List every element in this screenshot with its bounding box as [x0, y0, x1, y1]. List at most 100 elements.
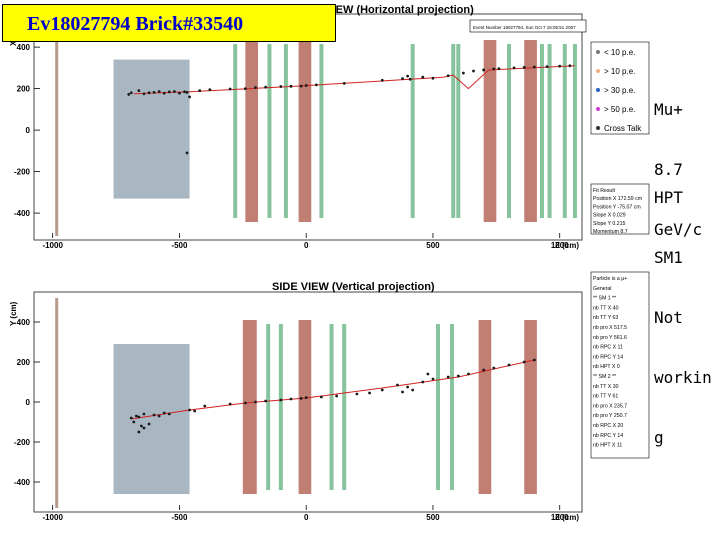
- hit-point: [172, 90, 176, 93]
- hit-point: [426, 372, 430, 376]
- y-tick-label: -400: [14, 478, 31, 487]
- hit-point: [264, 85, 268, 89]
- hit-point: [482, 368, 486, 372]
- rpc-plane: [507, 44, 512, 218]
- hit-point: [142, 412, 146, 416]
- hit-point: [147, 422, 151, 426]
- hit-point: [152, 90, 156, 94]
- hit-point: [545, 65, 549, 69]
- hit-point: [431, 377, 435, 381]
- hit-point: [157, 414, 161, 418]
- hit-point: [406, 385, 410, 389]
- x-axis-label: Z (cm): [555, 241, 579, 250]
- hit-point: [492, 366, 496, 370]
- hit-point: [137, 89, 141, 93]
- hit-point: [299, 397, 303, 400]
- hit-point: [188, 95, 191, 99]
- hit-point: [472, 69, 475, 73]
- hit-point: [198, 89, 202, 93]
- brick-wall-region: [113, 59, 190, 199]
- stats-line: Position Y -75.07 cm: [593, 204, 641, 210]
- annotation-line: 8.7: [654, 160, 683, 179]
- stats-line: nb pro X 235.7: [593, 403, 627, 409]
- hit-point: [167, 412, 171, 416]
- rpc-plane: [547, 44, 552, 218]
- hit-point: [401, 390, 404, 394]
- stats-line: nb HPT X 0: [593, 364, 620, 370]
- hit-point: [304, 84, 308, 87]
- stats-line: ** SM 2 **: [593, 374, 616, 380]
- hit-point: [406, 74, 410, 78]
- hit-point: [137, 415, 141, 419]
- rpc-plane: [572, 44, 577, 218]
- stats-line: nb pro Y 561.6: [593, 335, 627, 341]
- hit-point: [482, 68, 486, 72]
- hit-point: [421, 380, 425, 384]
- rpc-plane: [267, 44, 272, 218]
- stats-line: Position X 172.59 cm: [593, 196, 642, 202]
- plot-1: -1000 -500 0 500 1000 -400 -200 0 200 400 Z (cm) Y …: [9, 298, 579, 522]
- hit-point: [512, 66, 516, 70]
- hit-point: [456, 374, 460, 378]
- event-info-box: [469, 19, 587, 33]
- magnet-region: [478, 320, 492, 494]
- hit-point: [279, 85, 283, 88]
- hit-point: [320, 395, 323, 399]
- hit-point: [142, 92, 146, 96]
- x-tick-label: -1000: [42, 513, 63, 522]
- side-view-title: SIDE VIEW (Vertical projection): [272, 281, 435, 293]
- legend-marker: [596, 126, 600, 130]
- rpc-plane: [451, 44, 456, 218]
- stats-line: Slope X 0.029: [593, 213, 626, 219]
- hit-point: [167, 90, 171, 94]
- hit-point: [243, 87, 247, 91]
- stats-line: nb pro Y 250.7: [593, 413, 627, 419]
- rpc-plane: [562, 44, 567, 218]
- annotation-line: Mu+: [654, 100, 683, 119]
- legend-marker: [596, 88, 600, 92]
- hit-point: [532, 358, 536, 362]
- x-tick-label: 1000: [551, 513, 569, 522]
- hit-point: [127, 93, 131, 96]
- rpc-plane: [233, 44, 238, 218]
- hit-point: [446, 375, 450, 379]
- rpc-plane: [342, 324, 347, 490]
- stats-line: nb RPC Y 14: [593, 433, 623, 439]
- stats-line: nb RPC X 20: [593, 423, 623, 429]
- legend-label: Cross Talk: [604, 124, 642, 133]
- hit-point: [401, 77, 404, 81]
- y-tick-label: 200: [17, 358, 31, 367]
- rpc-plane: [329, 324, 334, 490]
- hit-point: [152, 413, 156, 417]
- hit-point: [396, 383, 399, 387]
- stats-line: Fit Result: [593, 188, 615, 194]
- hit-point: [446, 74, 450, 78]
- hit-point: [467, 372, 470, 376]
- stats-line: nb TT Y 61: [593, 394, 618, 400]
- stats-line: nb TT X 30: [593, 384, 619, 390]
- rpc-plane: [436, 324, 441, 490]
- stats-line: General: [593, 286, 611, 292]
- legend-marker: [596, 50, 600, 54]
- top-view-title: TOP VIEW (Horizontal projection): [300, 4, 474, 16]
- legend-marker: [596, 69, 600, 73]
- hit-point: [507, 363, 511, 367]
- hit-point: [203, 404, 207, 408]
- hit-point: [408, 77, 412, 81]
- rpc-plane: [266, 324, 271, 490]
- rpc-plane: [456, 44, 461, 218]
- top-stats-box: [590, 183, 650, 235]
- hit-point: [304, 396, 308, 399]
- hit-point: [183, 90, 186, 94]
- x-tick-label: 500: [426, 513, 440, 522]
- rpc-plane: [410, 44, 415, 218]
- legend-marker: [596, 107, 600, 111]
- hit-point: [421, 75, 425, 79]
- y-axis-label: Y (cm): [9, 301, 18, 326]
- hit-point: [132, 420, 136, 424]
- brick-wall-region: [113, 344, 190, 494]
- stats-line: nb RPC X 11: [593, 345, 623, 351]
- annotation-line: GeV/c: [654, 220, 703, 239]
